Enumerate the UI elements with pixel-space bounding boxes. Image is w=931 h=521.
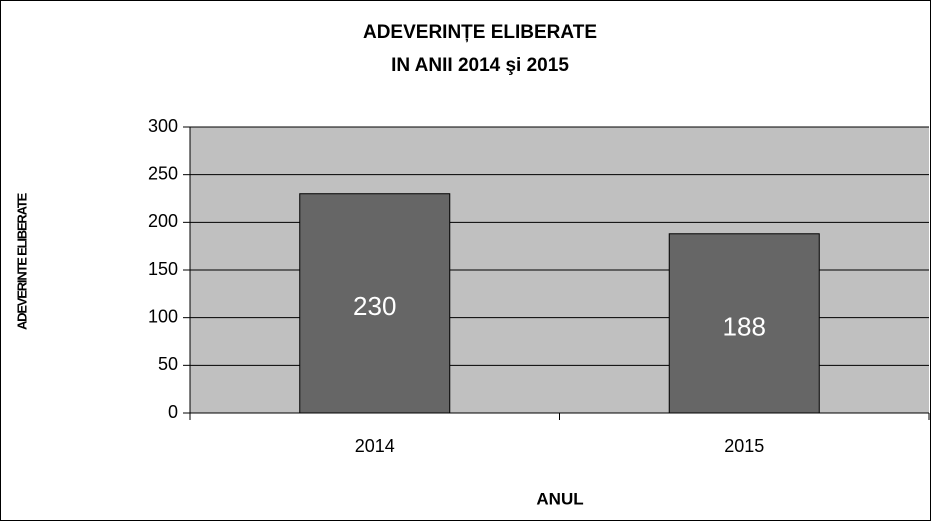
y-tick-label: 50 bbox=[158, 354, 178, 374]
data-label: 188 bbox=[723, 311, 766, 341]
x-axis-title: ANUL bbox=[536, 489, 583, 508]
y-tick-label: 150 bbox=[148, 259, 178, 279]
y-tick-label: 0 bbox=[168, 402, 178, 422]
chart-title: IN ANII 2014 şi 2015 bbox=[391, 55, 569, 76]
y-tick-label: 300 bbox=[148, 116, 178, 136]
y-tick-label: 250 bbox=[148, 163, 178, 183]
y-tick-label: 100 bbox=[148, 306, 178, 326]
x-tick-label: 2014 bbox=[355, 436, 395, 456]
bar bbox=[299, 193, 451, 414]
x-tick-label: 2015 bbox=[724, 436, 764, 456]
chart-title: ADEVERINȚE ELIBERATE bbox=[363, 22, 597, 43]
y-axis-title: ADEVERINTE ELIBERATE bbox=[14, 192, 29, 330]
y-tick-label: 200 bbox=[148, 211, 178, 231]
bar bbox=[668, 233, 820, 414]
data-label: 230 bbox=[353, 291, 396, 321]
